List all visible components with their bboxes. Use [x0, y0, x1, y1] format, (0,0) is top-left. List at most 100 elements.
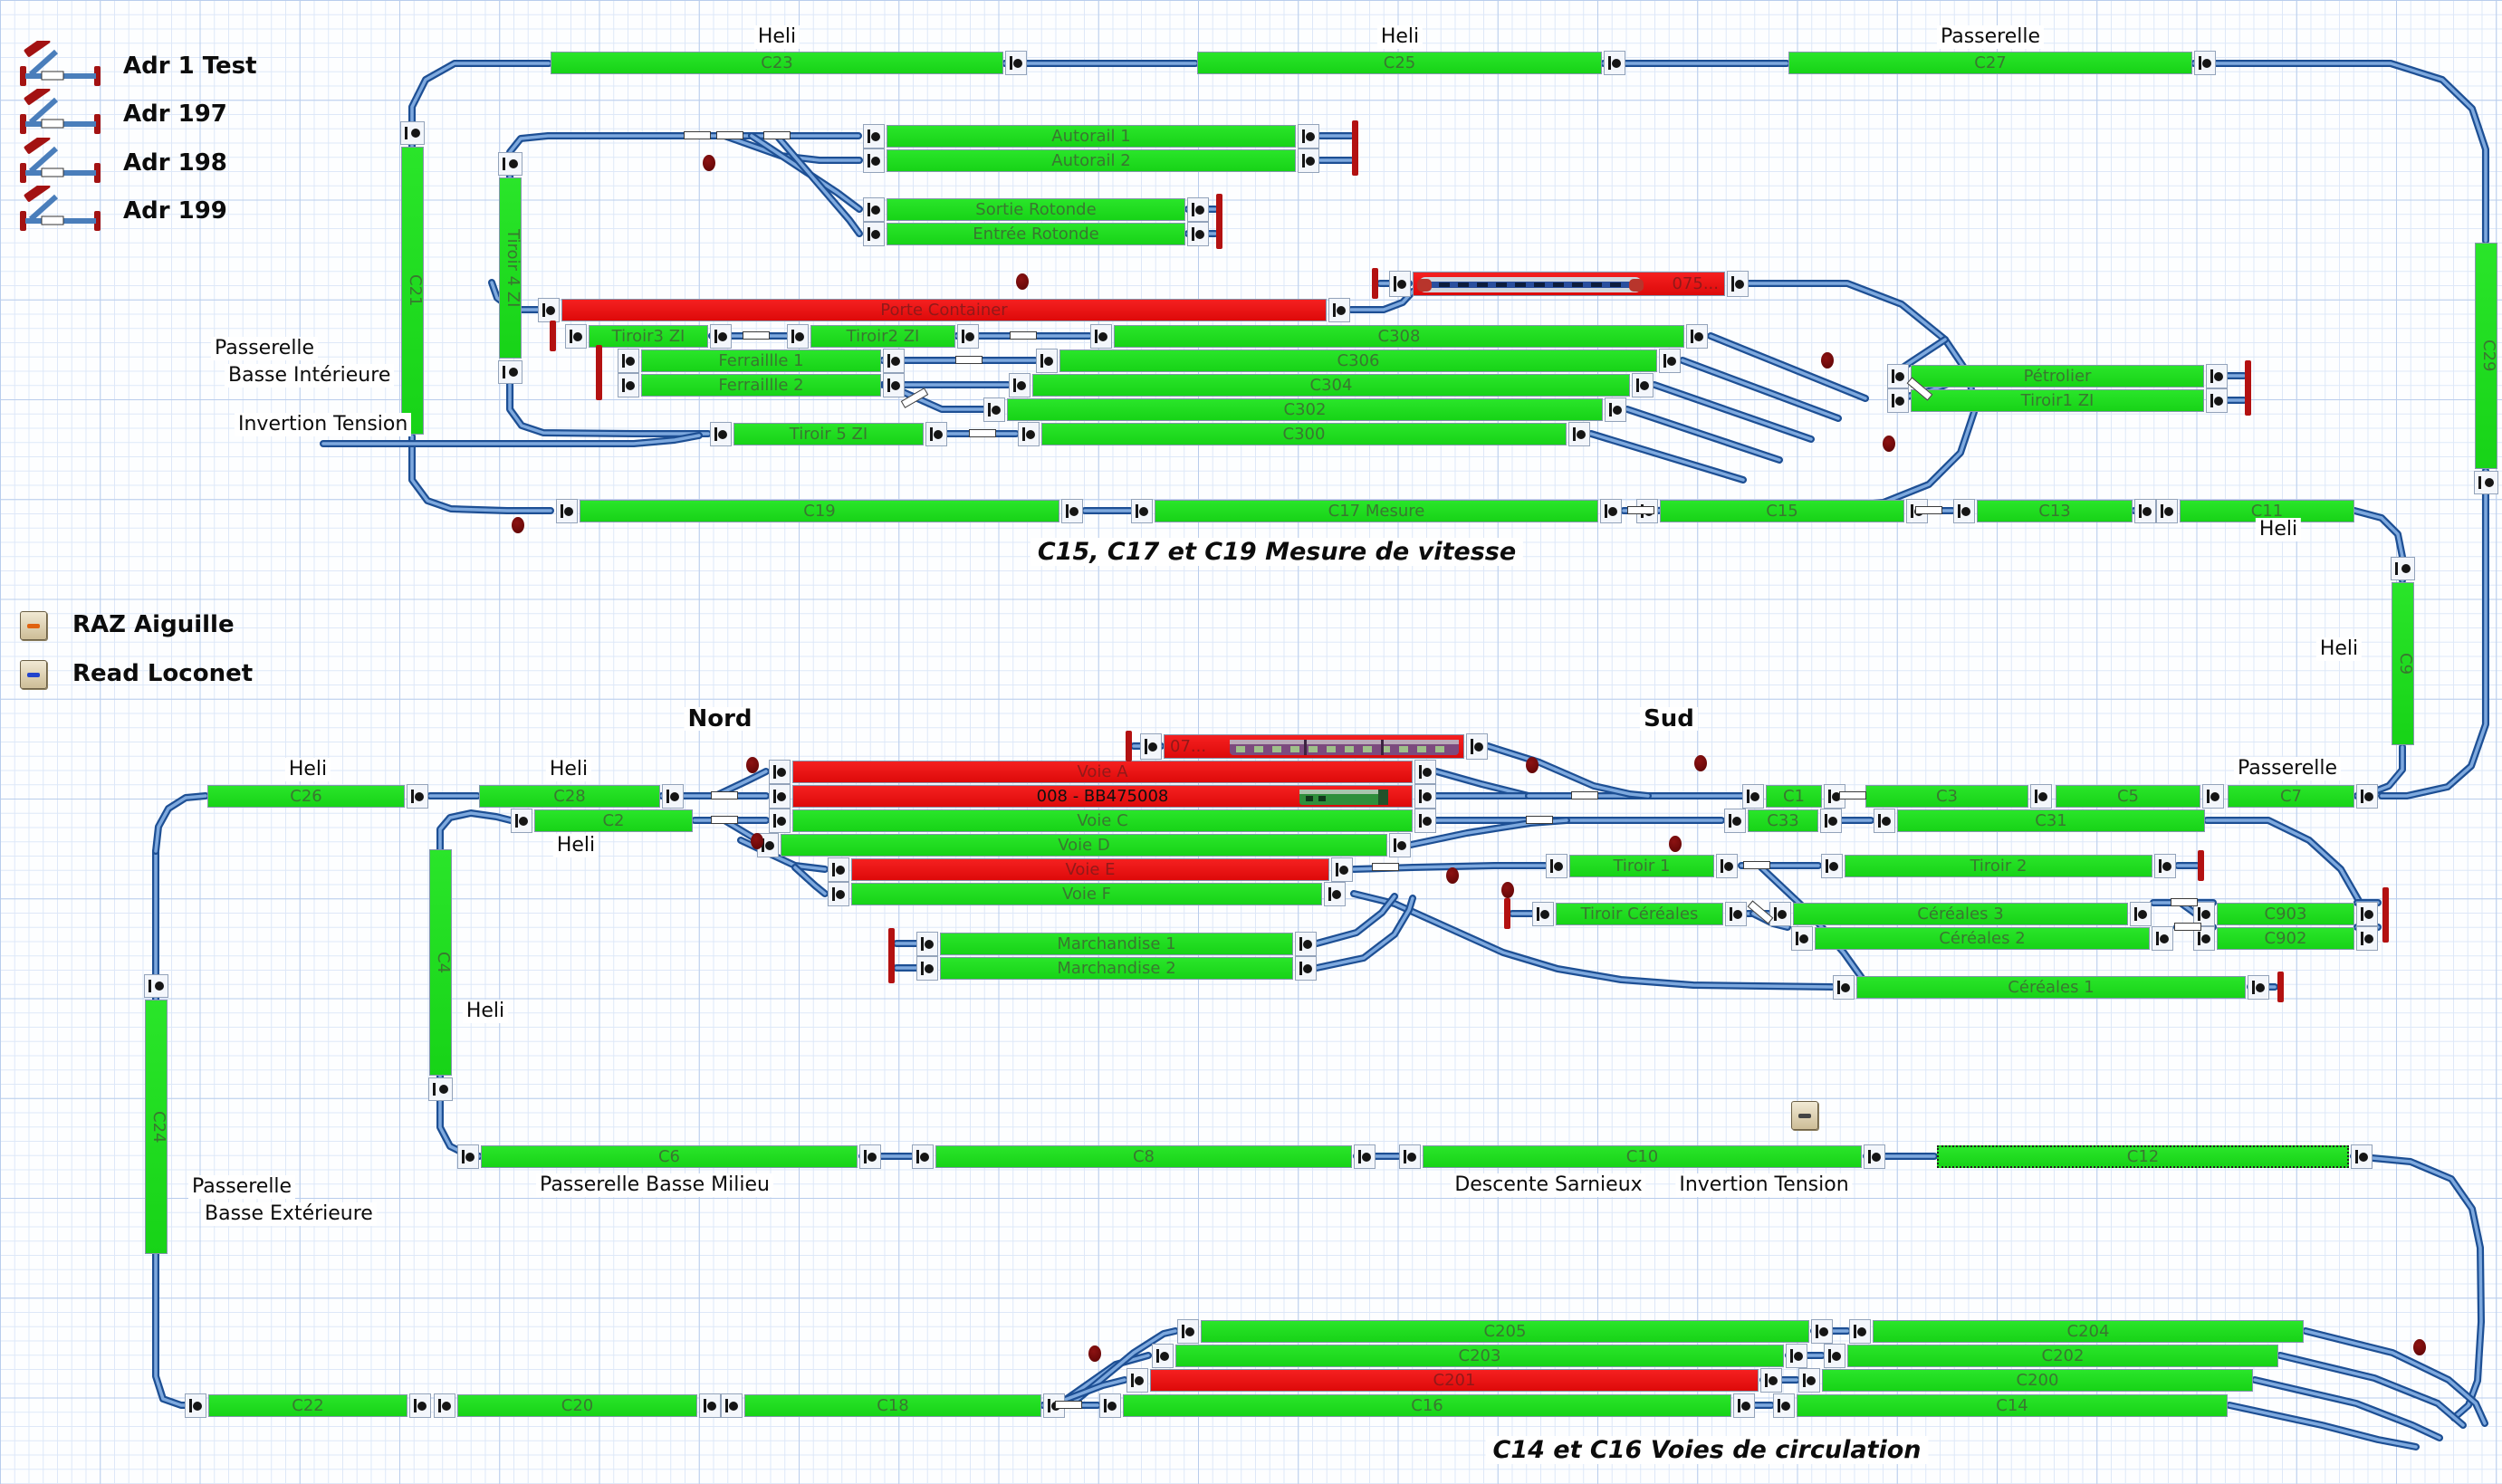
sensor-icon-c27-right[interactable]: [2194, 51, 2216, 75]
turnout-lever[interactable]: [1839, 791, 1866, 799]
sensor-icon-c20-right[interactable]: [699, 1393, 721, 1418]
sensor-icon-c21-top[interactable]: [400, 121, 425, 145]
block-c21[interactable]: C21: [401, 147, 424, 435]
sensor-icon-voie-f-left[interactable]: [828, 882, 849, 906]
sensor-icon-c20-left[interactable]: [434, 1393, 455, 1418]
block-tiroir1-zi[interactable]: Tiroir1 ZI: [1911, 389, 2204, 412]
sensor-icon-c13-left[interactable]: [1953, 499, 1975, 523]
turnout-lever[interactable]: [1743, 861, 1770, 869]
turnout-lever[interactable]: [955, 356, 983, 364]
sensor-icon-c11-left[interactable]: [2156, 499, 2178, 523]
block-c202[interactable]: C202: [1847, 1345, 2278, 1367]
block-c300[interactable]: C300: [1041, 423, 1567, 445]
block-c204[interactable]: C204: [1873, 1320, 2304, 1343]
button-invertion-button[interactable]: [1791, 1101, 1818, 1130]
block-marchandise-1[interactable]: Marchandise 1: [940, 933, 1293, 955]
sensor-icon-c17-mesure-right[interactable]: [1600, 499, 1622, 523]
turnout-lever[interactable]: [2171, 898, 2198, 906]
sensor-icon-075-right[interactable]: [1727, 271, 1749, 297]
sensor-icon-tiroir-4-zi-bottom[interactable]: [498, 360, 522, 384]
block-tiroir-1[interactable]: Tiroir 1: [1569, 855, 1714, 877]
sensor-icon-porte-container-left[interactable]: [538, 298, 560, 322]
sensor-icon-voie-a-left[interactable]: [769, 760, 791, 784]
turnout-lever[interactable]: [2174, 923, 2201, 931]
sensor-icon-c205-left[interactable]: [1177, 1319, 1199, 1344]
sensor-icon-c31-left[interactable]: [1874, 809, 1895, 833]
sensor-icon-c-r-ales-3-left[interactable]: [1769, 902, 1791, 926]
block-c302[interactable]: C302: [1007, 398, 1603, 421]
sensor-icon-sortie-rotonde-left[interactable]: [863, 197, 885, 222]
sensor-icon-entr-e-rotonde-left[interactable]: [863, 222, 885, 246]
block-voie-d[interactable]: Voie D: [781, 834, 1387, 857]
block-c27[interactable]: C27: [1788, 52, 2192, 74]
sensor-icon-voie-c-right[interactable]: [1414, 809, 1436, 833]
block-voie-a[interactable]: Voie A: [792, 761, 1413, 783]
turnout-lever[interactable]: [1627, 506, 1654, 514]
sensor-icon-tiroir-5-zi-left[interactable]: [710, 422, 732, 446]
block-c2[interactable]: C2: [534, 809, 693, 832]
sensor-icon-c33-right[interactable]: [1820, 809, 1842, 833]
sensor-icon-tiroir1-zi-right[interactable]: [2206, 388, 2228, 413]
block-tiroir2-zi[interactable]: Tiroir2 ZI: [810, 325, 955, 348]
block-c18[interactable]: C18: [744, 1394, 1041, 1417]
sensor-icon-tiroir2-zi-left[interactable]: [787, 324, 809, 349]
sensor-icon-ferraillle-1-left[interactable]: [618, 349, 639, 373]
block-c4[interactable]: C4: [429, 849, 452, 1076]
sensor-icon-c10-right[interactable]: [1864, 1144, 1885, 1169]
sensor-icon-c22-right[interactable]: [409, 1393, 431, 1418]
sensor-icon-autorail-2-right[interactable]: [1298, 148, 1319, 173]
turnout-lever[interactable]: [743, 331, 770, 340]
sensor-icon-c306-left[interactable]: [1036, 349, 1058, 373]
sensor-icon-c304-right[interactable]: [1632, 373, 1654, 397]
sensor-icon-c24-top[interactable]: [144, 974, 168, 998]
sensor-icon-c7-right[interactable]: [2356, 784, 2378, 809]
sensor-icon-porte-container-right[interactable]: [1328, 298, 1350, 322]
sensor-icon-c26-right[interactable]: [407, 784, 428, 809]
sensor-icon-c19-left[interactable]: [556, 499, 578, 523]
block-c33[interactable]: C33: [1748, 809, 1818, 832]
block-c29[interactable]: C29: [2475, 243, 2497, 469]
sensor-icon-ferraillle-2-right[interactable]: [883, 373, 905, 397]
sensor-icon-c9-top[interactable]: [2391, 557, 2415, 580]
sensor-icon-c6-left[interactable]: [457, 1144, 479, 1169]
sensor-icon-c-r-ales-2-left[interactable]: [1791, 926, 1813, 951]
block-c306[interactable]: C306: [1059, 349, 1657, 372]
sensor-icon-008-bb475008-right[interactable]: [1414, 784, 1436, 809]
sensor-icon-c13-right[interactable]: [2134, 499, 2156, 523]
block-autorail-1[interactable]: Autorail 1: [887, 125, 1296, 148]
turnout-lever[interactable]: [969, 429, 996, 437]
block-c15[interactable]: C15: [1660, 500, 1904, 522]
block-c200[interactable]: C200: [1822, 1369, 2253, 1392]
sensor-icon-c19-right[interactable]: [1061, 499, 1083, 523]
sensor-icon-c18-left[interactable]: [721, 1393, 743, 1418]
sensor-icon-ferraillle-2-left[interactable]: [618, 373, 639, 397]
turnout-lever[interactable]: [1571, 791, 1598, 799]
sensor-icon-c14-left[interactable]: [1773, 1393, 1795, 1418]
sensor-icon-c205-right[interactable]: [1811, 1319, 1833, 1344]
sensor-icon-c304-left[interactable]: [1009, 373, 1031, 397]
block-c308[interactable]: C308: [1114, 325, 1684, 348]
sensor-icon-tiroir2-zi-right[interactable]: [957, 324, 979, 349]
sensor-icon-autorail-1-right[interactable]: [1298, 124, 1319, 148]
sensor-icon-c5-right[interactable]: [2202, 784, 2224, 809]
block-c-r-ales-2[interactable]: Céréales 2: [1815, 927, 2150, 950]
block-c5[interactable]: C5: [2056, 785, 2200, 808]
block-c16[interactable]: C16: [1123, 1394, 1731, 1417]
turnout-lever[interactable]: [684, 131, 711, 139]
sensor-icon-voie-e-right[interactable]: [1331, 857, 1353, 882]
sensor-icon-marchandise-2-left[interactable]: [916, 956, 938, 981]
sensor-icon-c300-left[interactable]: [1018, 422, 1040, 446]
block-c205[interactable]: C205: [1201, 1320, 1809, 1343]
block-c-r-ales-3[interactable]: Céréales 3: [1793, 903, 2128, 925]
sensor-icon-c308-right[interactable]: [1686, 324, 1708, 349]
sensor-icon-07-left[interactable]: [1140, 733, 1162, 760]
sensor-icon-075-left[interactable]: [1389, 271, 1411, 297]
sensor-icon-c16-right[interactable]: [1733, 1393, 1755, 1418]
sensor-icon-c902-left[interactable]: [2193, 926, 2215, 951]
sensor-icon-autorail-1-left[interactable]: [863, 124, 885, 148]
sensor-icon-c28-right[interactable]: [662, 784, 684, 809]
sensor-icon-c200-left[interactable]: [1798, 1368, 1820, 1393]
sensor-icon-c300-right[interactable]: [1568, 422, 1590, 446]
sensor-icon-c201-left[interactable]: [1126, 1368, 1148, 1393]
block-c-r-ales-1[interactable]: Céréales 1: [1856, 976, 2246, 999]
